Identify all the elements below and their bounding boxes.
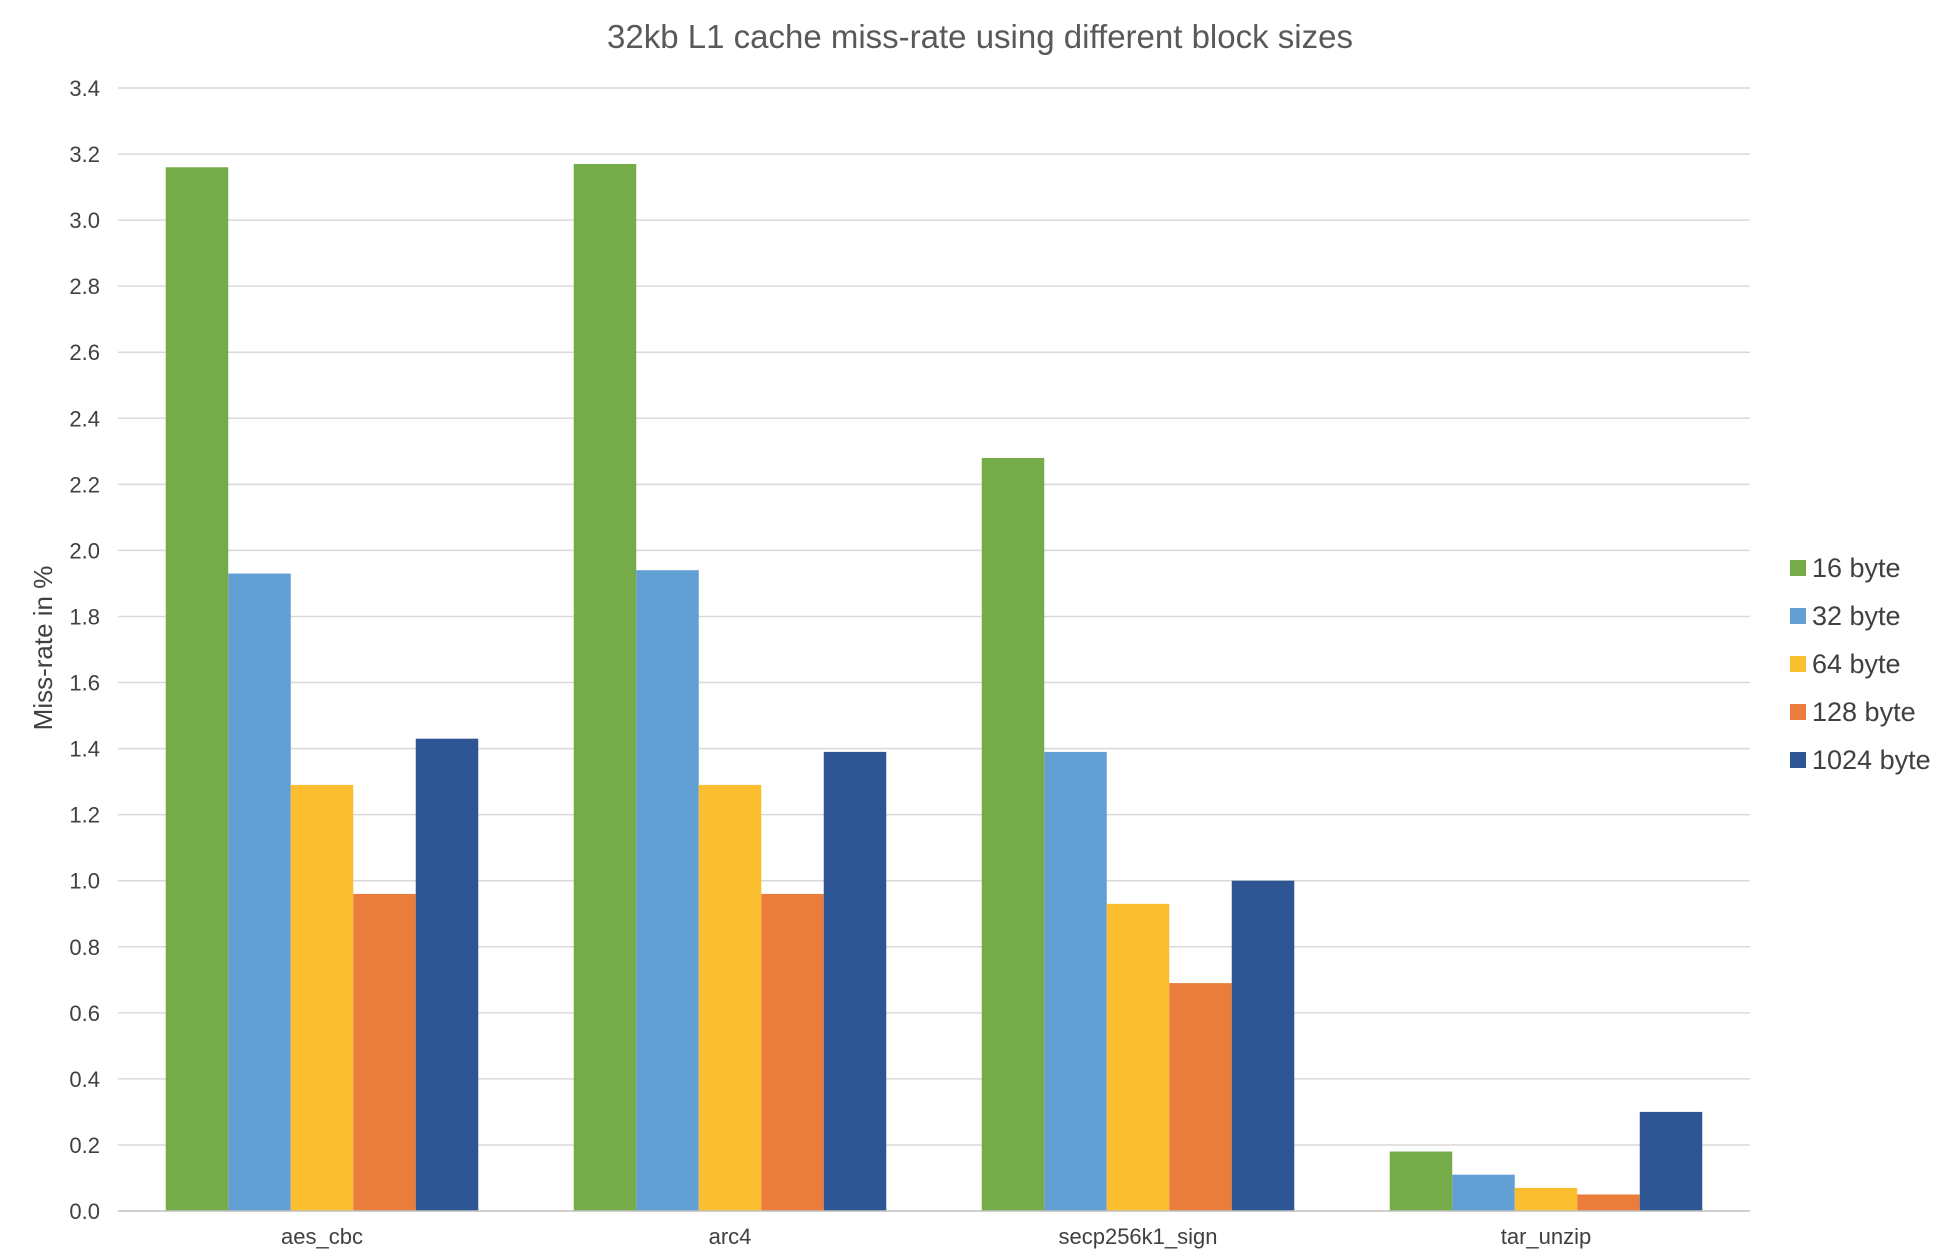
bar-16-byte-secp256k1_sign [981,457,1045,1211]
y-tick-label: 0.6 [69,1001,100,1026]
legend-swatch [1790,752,1806,768]
bar-16-byte-tar_unzip [1389,1151,1453,1211]
y-tick-label: 0.8 [69,935,100,960]
bar-128-byte-aes_cbc [353,893,416,1211]
y-tick-label: 3.2 [69,142,100,167]
legend-label: 64 byte [1812,649,1901,679]
bar-32-byte-secp256k1_sign [1044,751,1107,1211]
y-tick-label: 1.4 [69,737,100,762]
bar-1024-byte-aes_cbc [415,738,479,1211]
bar-64-byte-secp256k1_sign [1106,903,1170,1211]
legend-swatch [1790,608,1806,624]
bar-64-byte-aes_cbc [290,784,354,1211]
legend-swatch [1790,656,1806,672]
y-tick-label: 3.4 [69,76,100,101]
x-axis-category-labels: aes_cbc arc4 secp256k1_sign tar_unzip [281,1224,1591,1249]
bar-32-byte-aes_cbc [228,573,291,1211]
y-tick-label: 0.4 [69,1067,100,1092]
legend-label: 128 byte [1812,697,1916,727]
y-tick-label: 0.0 [69,1199,100,1224]
bar-16-byte-aes_cbc [165,167,229,1211]
y-tick-label: 1.8 [69,604,100,629]
bars [165,163,1703,1211]
y-tick-label: 1.2 [69,803,100,828]
y-axis-ticks: 0.0 0.2 0.4 0.6 0.8 1.0 1.2 1.4 1.6 1.8 2.0 2.2 2.4 2… [69,76,100,1224]
x-category-label: tar_unzip [1501,1224,1592,1249]
y-tick-label: 3.0 [69,208,100,233]
y-tick-label: 2.0 [69,538,100,563]
legend: 16 byte 32 byte 64 byte 128 byte 1024 byte [1790,553,1931,775]
x-category-label: secp256k1_sign [1058,1224,1217,1249]
bar-128-byte-arc4 [761,893,824,1211]
legend-swatch [1790,704,1806,720]
legend-label: 1024 byte [1812,745,1931,775]
bar-128-byte-tar_unzip [1577,1194,1640,1211]
x-category-label: aes_cbc [281,1224,363,1249]
bar-1024-byte-arc4 [823,751,887,1211]
bar-1024-byte-tar_unzip [1639,1111,1703,1211]
y-tick-label: 2.2 [69,472,100,497]
y-tick-label: 2.8 [69,274,100,299]
y-tick-label: 2.6 [69,340,100,365]
bar-1024-byte-secp256k1_sign [1231,880,1295,1211]
y-tick-label: 1.0 [69,869,100,894]
bar-32-byte-tar_unzip [1452,1174,1515,1211]
y-tick-label: 1.6 [69,671,100,696]
gridlines [118,87,1750,1146]
chart-title: 32kb L1 cache miss-rate using different … [607,18,1353,55]
bar-128-byte-secp256k1_sign [1169,983,1232,1211]
legend-label: 32 byte [1812,601,1901,631]
bar-64-byte-tar_unzip [1514,1187,1578,1211]
y-tick-label: 2.4 [69,406,100,431]
y-axis-label: Miss-rate in % [28,566,58,731]
legend-label: 16 byte [1812,553,1901,583]
bar-32-byte-arc4 [636,570,699,1211]
legend-swatch [1790,560,1806,576]
x-category-label: arc4 [709,1224,752,1249]
y-tick-label: 0.2 [69,1133,100,1158]
bar-64-byte-arc4 [698,784,762,1211]
bar-16-byte-arc4 [573,163,637,1211]
